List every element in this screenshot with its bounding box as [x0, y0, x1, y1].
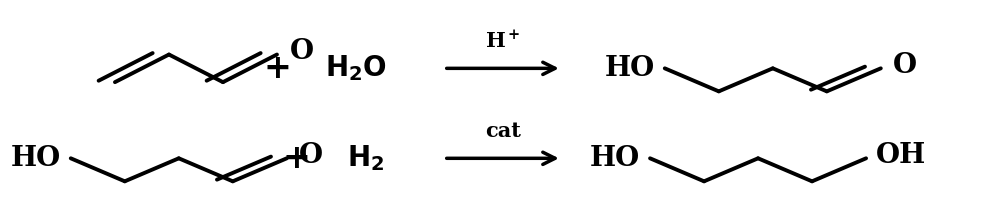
Text: O: O	[290, 38, 314, 65]
Text: HO: HO	[590, 145, 640, 172]
Text: +: +	[263, 52, 291, 85]
Text: HO: HO	[11, 145, 61, 172]
Text: OH: OH	[876, 142, 926, 169]
Text: +: +	[283, 142, 311, 175]
Text: O: O	[299, 142, 323, 169]
Text: HO: HO	[605, 55, 655, 82]
Text: cat: cat	[485, 121, 521, 141]
Text: O: O	[893, 52, 917, 79]
Text: $\mathregular{H^+}$: $\mathregular{H^+}$	[485, 30, 520, 52]
Text: $\mathregular{H_2O}$: $\mathregular{H_2O}$	[325, 53, 386, 83]
Text: $\mathregular{H_2}$: $\mathregular{H_2}$	[347, 143, 384, 173]
